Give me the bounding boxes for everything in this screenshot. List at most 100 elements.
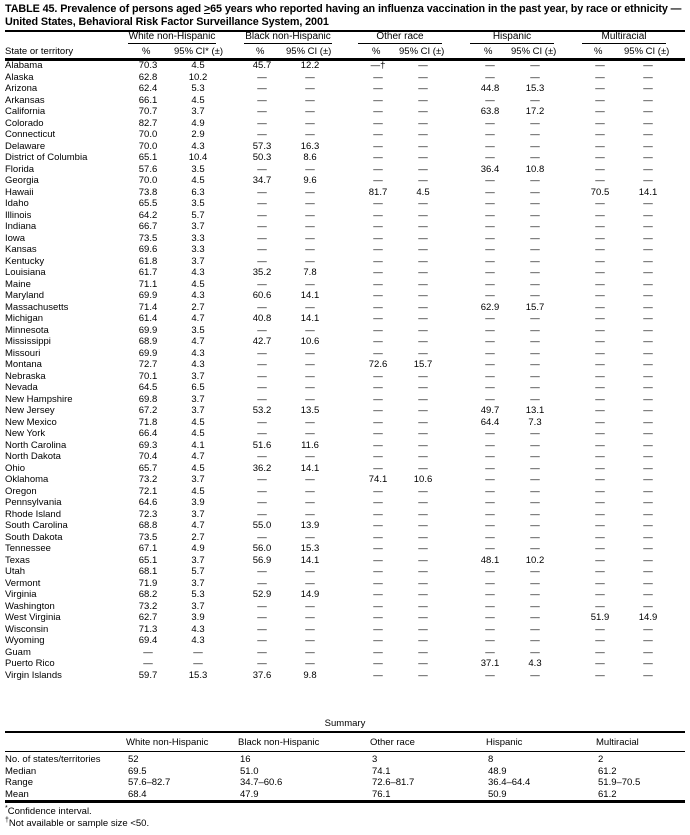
cell-white-pct: — xyxy=(143,658,153,669)
table-row: Ohio 65.7 4.5 36.2 14.1 — — — — — — xyxy=(0,463,690,475)
state-name: Tennessee xyxy=(5,543,51,554)
state-name: Kansas xyxy=(5,244,37,255)
cell-multiracial-pct: — xyxy=(595,278,605,290)
cell-other-pct: — xyxy=(373,554,383,566)
summary-row: Range 57.6–82.7 34.7–60.6 72.6–81.7 36.4–64.… xyxy=(0,777,690,789)
cell-multiracial-ci: — xyxy=(643,566,653,577)
cell-multiracial-pct: — xyxy=(595,531,605,543)
cell-white-pct: 65.1 xyxy=(138,152,158,163)
state-name: Oregon xyxy=(5,485,37,497)
state-name: Guam xyxy=(5,646,31,658)
cell-white-ci: 4.3 xyxy=(191,359,205,370)
cell-white-pct: 64.5 xyxy=(138,382,158,393)
cell-white-pct: 70.0 xyxy=(138,129,158,140)
state-name: Illinois xyxy=(5,209,32,221)
cell-multiracial-ci: — xyxy=(643,531,653,543)
cell-black-pct: — xyxy=(257,646,267,658)
cell-hispanic-pct: — xyxy=(485,428,495,439)
cell-other-pct: — xyxy=(373,543,383,554)
cell-white-ci: 3.7 xyxy=(191,474,205,485)
cell-other-pct: — xyxy=(373,129,383,140)
state-name: South Dakota xyxy=(5,531,63,543)
cell-hispanic-ci: — xyxy=(530,451,540,462)
table-row: Oklahoma 73.2 3.7 — — 74.1 10.6 — — — — xyxy=(0,474,690,486)
cell-hispanic-pct: 64.4 xyxy=(480,416,500,428)
cell-white-ci: 2.7 xyxy=(191,531,205,543)
cell-hispanic-pct: — xyxy=(485,623,495,635)
cell-multiracial-ci: — xyxy=(643,290,653,301)
table-row: New Hampshire 69.8 3.7 — — — — — — — — xyxy=(0,394,690,406)
cell-hispanic-pct: — xyxy=(485,508,495,520)
cell-other-pct: — xyxy=(373,451,383,462)
cell-black-ci: — xyxy=(305,278,315,290)
state-name: Arkansas xyxy=(5,94,45,106)
cell-black-pct: 45.7 xyxy=(252,60,272,71)
state-name: Vermont xyxy=(5,577,41,589)
cell-multiracial-ci: — xyxy=(643,313,653,324)
cell-other-ci: — xyxy=(418,428,428,439)
cell-hispanic-pct: — xyxy=(485,290,495,301)
state-name: Minnesota xyxy=(5,324,49,336)
cell-other-pct: — xyxy=(373,577,383,589)
table-row: Pennsylvania 64.6 3.9 — — — — — — — — xyxy=(0,497,690,509)
cell-hispanic-ci: 4.3 xyxy=(528,658,542,669)
cell-multiracial-pct: — xyxy=(595,669,605,681)
cell-multiracial-pct: — xyxy=(595,117,605,129)
cell-multiracial-pct: — xyxy=(595,428,605,439)
state-name: Massachusetts xyxy=(5,301,69,313)
cell-multiracial-ci: — xyxy=(643,635,653,646)
cell-black-ci: — xyxy=(305,347,315,359)
cell-multiracial-ci: — xyxy=(643,94,653,106)
summary-value: 57.6–82.7 xyxy=(128,777,171,788)
cell-hispanic-ci: — xyxy=(530,531,540,543)
cell-hispanic-pct: — xyxy=(485,566,495,577)
cell-other-pct: — xyxy=(373,313,383,324)
cell-hispanic-ci: — xyxy=(530,566,540,577)
cell-black-ci: — xyxy=(305,635,315,646)
cell-hispanic-ci: — xyxy=(530,244,540,255)
footnote-na: †Not available or sample size <50. xyxy=(5,817,150,830)
table-row: Iowa 73.5 3.3 — — — — — — — — xyxy=(0,233,690,245)
cell-hispanic-ci: — xyxy=(530,370,540,382)
summary-value: 61.2 xyxy=(598,765,617,777)
cell-multiracial-pct: — xyxy=(595,405,605,416)
table-row: Alaska 62.8 10.2 — — — — — — — — xyxy=(0,72,690,84)
summary-value: 47.9 xyxy=(240,788,259,800)
cell-black-ci: — xyxy=(305,301,315,313)
cell-white-ci: 10.4 xyxy=(188,152,208,163)
cell-white-pct: 61.8 xyxy=(138,255,158,267)
cell-multiracial-ci: — xyxy=(643,405,653,416)
cell-black-pct: 34.7 xyxy=(252,175,272,186)
cell-hispanic-pct: — xyxy=(485,221,495,232)
cell-hispanic-pct: — xyxy=(485,635,495,646)
cell-other-ci: — xyxy=(418,255,428,267)
cell-black-pct: 51.6 xyxy=(252,439,272,451)
cell-multiracial-ci: — xyxy=(643,416,653,428)
cell-other-ci: — xyxy=(418,382,428,393)
cell-multiracial-ci: — xyxy=(643,439,653,451)
cell-hispanic-ci: 15.7 xyxy=(525,301,545,313)
state-name: Ohio xyxy=(5,462,26,474)
state-name: North Dakota xyxy=(5,451,61,462)
summary-header-3: Hispanic xyxy=(486,737,523,748)
state-name: Florida xyxy=(5,163,35,175)
table-row: Florida 57.6 3.5 — — — — 36.4 10.8 — — xyxy=(0,164,690,176)
cell-white-pct: 71.8 xyxy=(138,416,158,428)
summary-value: 48.9 xyxy=(488,765,507,777)
cell-black-ci: 9.8 xyxy=(303,669,317,681)
cell-hispanic-ci: — xyxy=(530,359,540,370)
cell-hispanic-ci: — xyxy=(530,278,540,290)
cell-black-ci: 12.2 xyxy=(300,60,320,71)
cell-white-ci: 3.7 xyxy=(191,370,205,382)
cell-multiracial-ci: — xyxy=(643,255,653,267)
cell-other-ci: — xyxy=(418,612,428,623)
table-row: South Dakota 73.5 2.7 — — — — — — — — xyxy=(0,532,690,544)
cell-other-pct: — xyxy=(373,71,383,83)
summary-title: Summary xyxy=(324,718,366,729)
cell-hispanic-pct: — xyxy=(485,382,495,393)
cell-black-ci: 8.6 xyxy=(303,152,317,163)
cell-white-pct: 69.9 xyxy=(138,290,158,301)
cell-black-pct: — xyxy=(257,531,267,543)
cell-other-pct: — xyxy=(373,646,383,658)
cell-other-ci: 4.5 xyxy=(416,186,430,198)
